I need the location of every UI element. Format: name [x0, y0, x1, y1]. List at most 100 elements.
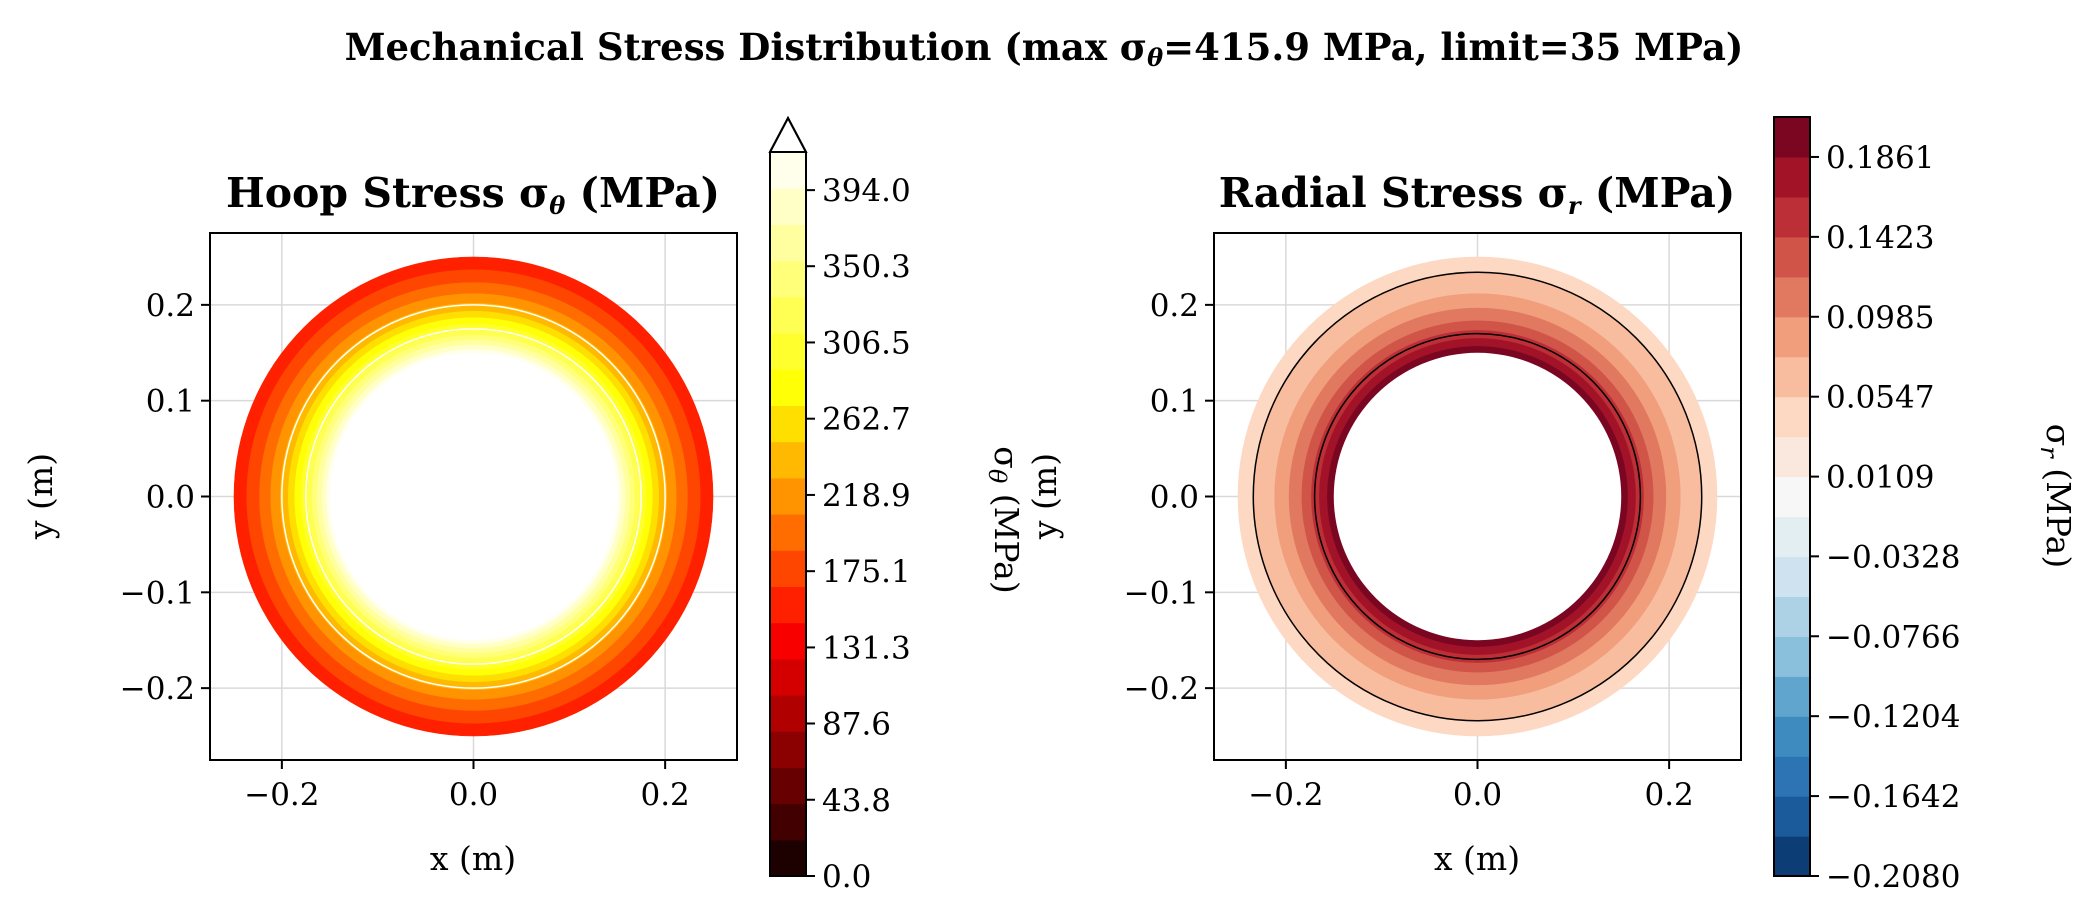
radial-y-axis-label: y (m) — [1025, 453, 1064, 540]
hoop-colorbar-swatch — [770, 152, 806, 189]
hoop-colorbar-swatches — [770, 152, 806, 877]
hoop-y-tick-label: 0.0 — [146, 480, 195, 516]
hoop-contour-lines — [281, 304, 666, 689]
radial-contour-line — [1252, 271, 1703, 722]
hoop-colorbar-tick-label: 0.0 — [822, 859, 871, 895]
radial-colorbar-swatch — [1774, 117, 1810, 158]
hoop-x-ticks: −0.2 0.0 0.2 — [244, 760, 690, 813]
radial-x-ticks: −0.2 0.0 0.2 — [1248, 760, 1694, 813]
radial-x-axis-label: x (m) — [1434, 839, 1520, 878]
radial-colorbar-swatches — [1774, 117, 1810, 877]
hoop-colorbar-tick-label: 306.5 — [822, 325, 911, 361]
hoop-colorbar-swatch — [770, 695, 806, 732]
radial-contour-line — [1313, 332, 1642, 661]
hoop-colorbar-swatch — [770, 839, 806, 877]
hoop-x-tick-label: −0.2 — [244, 777, 319, 813]
hoop-colorbar-swatch — [770, 586, 806, 624]
radial-colorbar-tick-label: −0.0328 — [1826, 539, 1960, 575]
hoop-colorbar-swatch — [770, 514, 806, 551]
radial-panel-title: Radial Stress σr (MPa) — [1219, 169, 1736, 220]
radial-colorbar-tick-label: 0.0985 — [1826, 300, 1934, 336]
hoop-colorbar-swatch — [770, 296, 806, 334]
radial-x-tick-label: 0.0 — [1453, 777, 1502, 813]
radial-y-tick-label: 0.0 — [1150, 480, 1199, 516]
hoop-colorbar-swatch — [770, 260, 806, 298]
radial-y-tick-label: 0.2 — [1150, 288, 1199, 324]
radial-colorbar-swatch — [1774, 316, 1810, 358]
hoop-colorbar-swatch — [770, 441, 806, 479]
hoop-colorbar-swatch — [770, 188, 806, 225]
hoop-y-tick-label: 0.1 — [146, 384, 195, 420]
radial-contour-lines — [1252, 271, 1703, 722]
radial-y-tick-label: −0.2 — [1124, 671, 1199, 707]
radial-colorbar-tick-label: −0.2080 — [1826, 859, 1960, 895]
radial-colorbar-swatch — [1774, 276, 1810, 318]
radial-colorbar-swatch — [1774, 476, 1810, 518]
radial-colorbar-tick-label: 0.1423 — [1826, 220, 1934, 256]
hoop-colorbar-swatch — [770, 550, 806, 587]
radial-colorbar-swatch — [1774, 436, 1810, 478]
radial-colorbar-swatch — [1774, 556, 1810, 597]
hoop-colorbar-tick-label: 131.3 — [822, 630, 911, 666]
hoop-stress-panel: Hoop Stress σθ (MPa) −0.2 0.0 0.2 −0.2 −0.1… — [21, 169, 738, 878]
hoop-colorbar-tick-label: 394.0 — [822, 173, 911, 209]
radial-colorbar-swatch — [1774, 836, 1810, 877]
radial-colorbar-swatch — [1774, 196, 1810, 238]
hoop-colorbar-tick-label: 175.1 — [822, 554, 911, 590]
radial-colorbar-swatch — [1774, 796, 1810, 837]
hoop-colorbar-tick-label: 87.6 — [822, 707, 891, 743]
hoop-colorbar-tick-label: 350.3 — [822, 249, 911, 285]
radial-colorbar-swatch — [1774, 356, 1810, 398]
radial-colorbar-tick-label: −0.0766 — [1826, 619, 1960, 655]
hoop-colorbar-swatch — [770, 803, 806, 841]
hoop-colorbar-tick-label: 262.7 — [822, 402, 911, 438]
hoop-panel-title: Hoop Stress σθ (MPa) — [226, 169, 720, 220]
hoop-colorbar-swatch — [770, 224, 806, 262]
hoop-colorbar-outline — [769, 115, 807, 877]
hoop-x-axis-label: x (m) — [430, 839, 516, 878]
radial-colorbar-tick-label: −0.1204 — [1826, 699, 1960, 735]
radial-colorbar-tick-label: 0.0547 — [1826, 380, 1934, 416]
hoop-colorbar-extend-arrow — [768, 115, 808, 153]
hoop-contour-line — [305, 328, 642, 665]
radial-colorbar-tick-label: −0.1642 — [1826, 779, 1960, 815]
radial-colorbar-swatch — [1774, 676, 1810, 717]
radial-filled-contours — [1237, 256, 1718, 737]
hoop-y-ticks: −0.2 −0.1 0.0 0.1 0.2 — [120, 288, 210, 707]
hoop-x-tick-label: 0.2 — [640, 777, 689, 813]
hoop-x-tick-label: 0.0 — [449, 777, 498, 813]
hoop-contour-line — [281, 304, 666, 689]
radial-colorbar: −0.2080 −0.1642 −0.1204 −0.0766 −0.0328 0.010… — [1773, 116, 2078, 895]
hoop-colorbar-swatch — [770, 405, 806, 443]
radial-colorbar-swatch — [1774, 156, 1810, 198]
hoop-colorbar-swatch — [770, 369, 806, 406]
hoop-colorbar-label: σθ (MPa) — [983, 446, 1026, 593]
radial-x-tick-label: −0.2 — [1248, 777, 1323, 813]
radial-x-tick-label: 0.2 — [1644, 777, 1693, 813]
radial-stress-panel: Radial Stress σr (MPa) −0.2 0.0 0.2 −0.2−0… — [1025, 169, 1742, 878]
hoop-colorbar-tick-label: 218.9 — [822, 478, 911, 514]
radial-colorbar-swatch — [1774, 716, 1810, 757]
hoop-colorbar: 0.0 43.8 87.6 131.3 175.1 218.9 262.7 306.5 350.… — [768, 115, 1026, 895]
radial-inner-hole — [1333, 352, 1622, 641]
radial-colorbar-swatch — [1774, 636, 1810, 677]
hoop-inner-hole — [329, 352, 618, 641]
radial-colorbar-tick-label: 0.0109 — [1826, 460, 1934, 496]
hoop-colorbar-swatch — [770, 477, 806, 515]
hoop-colorbar-swatch — [770, 658, 806, 696]
radial-y-ticks: −0.2 −0.1 0.0 0.1 0.2 — [1124, 288, 1214, 707]
radial-y-tick-label: 0.1 — [1150, 384, 1199, 420]
hoop-colorbar-tick-label: 43.8 — [822, 783, 891, 819]
radial-colorbar-swatch — [1774, 756, 1810, 797]
hoop-y-tick-label: −0.2 — [120, 671, 195, 707]
radial-colorbar-swatch — [1774, 396, 1810, 438]
hoop-y-tick-label: −0.1 — [120, 575, 195, 611]
hoop-colorbar-ticks: 0.0 43.8 87.6 131.3 175.1 218.9 262.7 306.5 350.… — [806, 173, 911, 895]
radial-colorbar-swatch — [1774, 596, 1810, 637]
radial-y-tick-label: −0.1 — [1124, 575, 1199, 611]
radial-colorbar-outline — [1773, 116, 1811, 877]
hoop-colorbar-swatch — [770, 333, 806, 370]
hoop-colorbar-swatch — [770, 731, 806, 768]
radial-colorbar-ticks: −0.2080 −0.1642 −0.1204 −0.0766 −0.0328 0.010… — [1810, 140, 1960, 895]
